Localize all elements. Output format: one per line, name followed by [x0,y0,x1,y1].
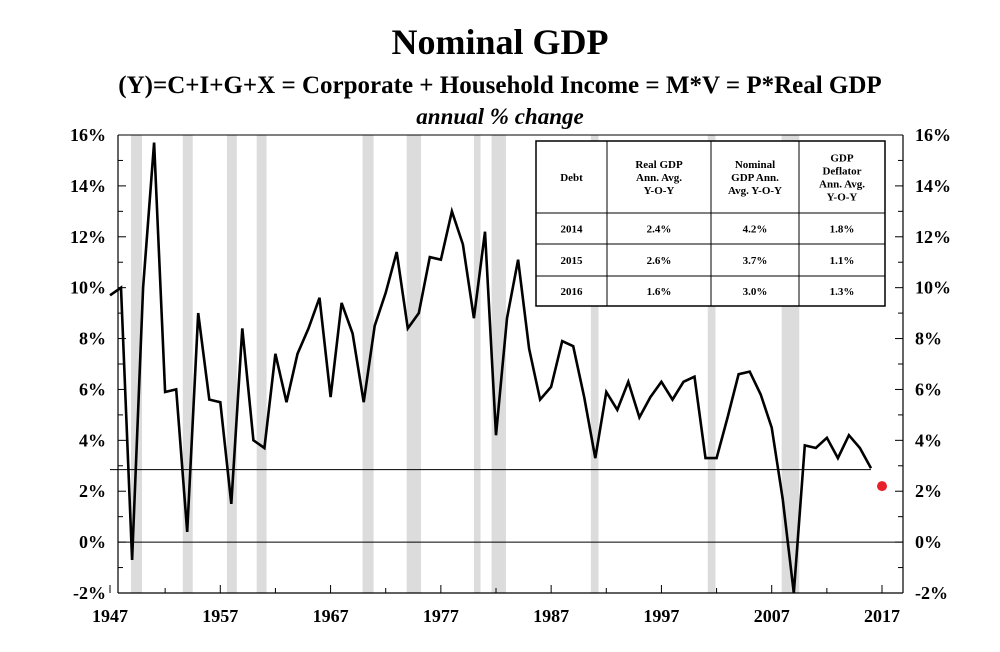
y-tick-label-left: 6% [79,379,106,399]
x-tick-label: 2007 [754,606,790,626]
y-tick-label-right: 2% [915,481,942,501]
recession-band [182,135,193,593]
y-tick-label-left: 10% [70,278,106,298]
table-cell: 2015 [561,255,584,267]
table-cell: 2.6% [647,255,672,267]
table-cell: 1.6% [647,286,672,298]
chart-subtitle: (Y)=C+I+G+X = Corporate + Household Inco… [118,72,882,99]
table-cell: 3.7% [743,255,768,267]
y-tick-label-left: 4% [79,430,106,450]
table-header-text: GDP Ann. [731,172,779,184]
y-tick-label-left: 2% [79,481,106,501]
y-tick-label-left: 8% [79,329,106,349]
table-header-text: GDP [830,153,854,165]
series-line-nominal-gdp [109,142,873,594]
recession-bands [130,135,800,593]
table-cell: 3.0% [743,286,768,298]
x-tick-label: 1977 [423,606,459,626]
table-cell: 1.3% [830,286,855,298]
x-tick-label: 2017 [864,606,900,626]
table-cell: 4.2% [743,224,768,236]
chart-title: Nominal GDP [391,22,609,62]
table-header-text: Nominal [735,159,775,171]
y-tick-label-left: 16% [70,125,106,145]
y-tick-label-right: 12% [915,227,951,247]
x-tick-label: 1967 [313,606,349,626]
y-tick-label-right: 8% [915,329,942,349]
table-cell: 2014 [561,224,584,236]
y-tick-label-left: 12% [70,227,106,247]
highlight-point [877,481,887,492]
y-tick-label-right: 4% [915,430,942,450]
table-cell: 1.8% [830,224,855,236]
x-tick-label: 1957 [202,606,238,626]
table-header-text: Y-O-Y [827,192,858,204]
y-tick-label-left: -2% [73,583,106,603]
table-header-text: Avg. Y-O-Y [728,185,782,197]
table-cell: 2.4% [647,224,672,236]
recession-band [406,135,422,593]
recession-band [256,135,267,593]
x-tick-label: 1987 [533,606,569,626]
x-tick-label: 1997 [643,606,679,626]
y-tick-label-right: 16% [915,125,951,145]
table-cell: 1.1% [830,255,855,267]
y-tick-label-right: -2% [915,583,948,603]
y-tick-label-left: 14% [70,176,106,196]
recession-band [491,135,506,593]
recession-band [226,135,237,593]
recession-band [473,135,481,593]
axes [109,134,904,594]
recession-band [590,135,599,593]
y-tick-label-right: 6% [915,379,942,399]
y-tick-label-right: 0% [915,532,942,552]
y-tick-label-left: 0% [79,532,106,552]
y-tick-label-right: 14% [915,176,951,196]
tick-labels: 16% 16% 14% 14% 12% 12% 10% 10% 8% 8% 6% 6% 4% 4% 2% 2%… [70,125,951,626]
y-tick-label-right: 10% [915,278,951,298]
table-header-text: Real GDP [635,159,683,171]
x-tick-label: 1947 [92,606,128,626]
table-header-text: Deflator [822,166,861,178]
series-layer [109,142,887,594]
table-header-text: Ann. Avg. [636,172,682,184]
unit-label: annual % change [416,104,584,129]
table-header-text: Y-O-Y [644,185,675,197]
recession-band [130,135,142,593]
recession-band [707,135,716,593]
table-header-text: Debt [560,172,583,184]
table-header-text: Ann. Avg. [819,179,865,191]
table-cell: 2016 [561,286,584,298]
